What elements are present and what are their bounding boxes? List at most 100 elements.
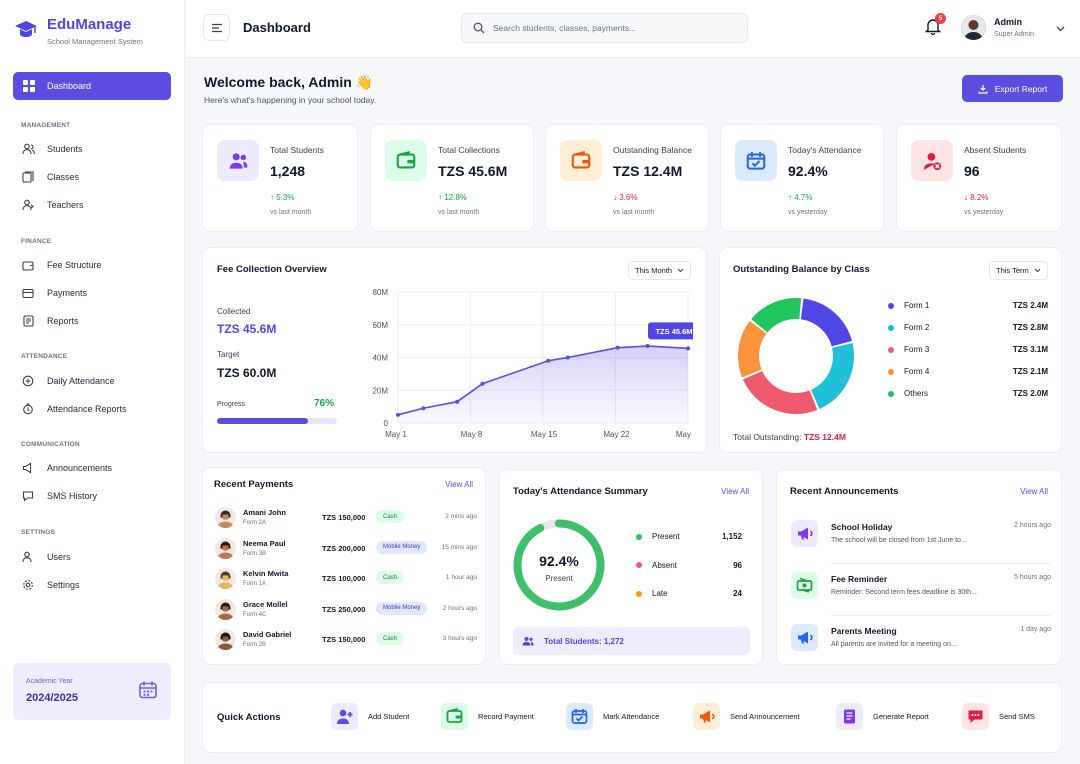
payment-row[interactable]: David Gabriel Form 2B TZS 150,000 Cash 3…: [215, 627, 477, 653]
payer-form: Form 3B: [243, 550, 267, 557]
announcement-item[interactable]: School Holiday The school will be closed…: [789, 518, 1051, 564]
announcements-view-all-link[interactable]: View All: [1020, 487, 1048, 496]
data-point[interactable]: [615, 345, 620, 350]
collected-label: Collected: [217, 307, 251, 316]
x-tick-label: May 29: [676, 430, 693, 439]
data-point[interactable]: [421, 406, 426, 411]
attendance-row: Late 24: [636, 589, 742, 598]
quick-action-add-student[interactable]: Add Student: [331, 703, 409, 730]
outstanding-title: Outstanding Balance by Class: [733, 264, 870, 275]
stat-card[interactable]: Total Collections TZS 45.6M ↑ 12.8% vs l…: [370, 124, 534, 232]
search-input[interactable]: [493, 23, 733, 33]
academic-year-card[interactable]: Academic Year 2024/2025: [13, 663, 171, 720]
sidebar-item-label: Users: [47, 552, 71, 562]
legend-value: TZS 3.1M: [1012, 345, 1048, 354]
payment-row[interactable]: Neema Paul Form 3B TZS 200,000 Mobile Mo…: [215, 536, 477, 562]
stat-card[interactable]: Today's Attendance 92.4% ↑ 4.7% vs yeste…: [720, 124, 884, 232]
announcement-time: 1 day ago: [1020, 626, 1051, 633]
chart-tooltip-text: TZS 45.6M: [655, 327, 692, 336]
stat-value: TZS 12.4M: [613, 163, 683, 179]
stat-label: Total Students: [270, 145, 324, 155]
announcement-time: 5 hours ago: [1014, 574, 1051, 581]
sidebar-item-daily-attendance[interactable]: Daily Attendance: [21, 373, 115, 389]
user-name[interactable]: Admin: [994, 17, 1022, 27]
announcement-text: The school will be closed from 1st June …: [831, 537, 967, 544]
avatar: [215, 629, 236, 650]
chevron-down-icon[interactable]: [1056, 23, 1065, 35]
target-value: TZS 60.0M: [217, 366, 277, 380]
menu-toggle-button[interactable]: [203, 14, 230, 41]
search-bar[interactable]: [461, 13, 748, 43]
megaphone-icon: [693, 703, 720, 730]
data-point[interactable]: [645, 344, 650, 349]
legend-swatch: [888, 302, 894, 309]
legend-swatch: [888, 368, 894, 375]
fee-range-dropdown[interactable]: This Month: [628, 261, 692, 280]
payment-row[interactable]: Grace Mollel Form 4C TZS 250,000 Mobile …: [215, 597, 477, 623]
attendance-view-all-link[interactable]: View All: [721, 487, 749, 496]
classes-icon: [21, 171, 35, 183]
payment-row[interactable]: Kelvin Mwita Form 1A TZS 100,000 Cash 1 …: [215, 566, 477, 592]
payment-time: 1 hour ago: [445, 574, 477, 581]
data-point[interactable]: [546, 358, 551, 363]
payments-view-all-link[interactable]: View All: [445, 480, 473, 489]
quick-action-generate-report[interactable]: Generate Report: [836, 703, 929, 730]
avatar: [215, 598, 236, 620]
quick-action-label: Generate Report: [873, 712, 929, 721]
sidebar-item-sms-history[interactable]: SMS History: [21, 488, 97, 504]
sidebar-item-users[interactable]: Users: [21, 549, 71, 565]
x-tick-label: May 8: [461, 430, 483, 439]
sidebar-item-teachers[interactable]: Teachers: [21, 197, 84, 213]
donut-slice[interactable]: [751, 298, 802, 333]
data-point[interactable]: [565, 355, 570, 360]
payment-time: 15 mins ago: [441, 543, 477, 551]
sidebar-item-fee-structure[interactable]: Fee Structure: [21, 257, 102, 273]
quick-action-mark-attendance[interactable]: Mark Attendance: [566, 703, 659, 730]
user-avatar[interactable]: [961, 15, 986, 40]
export-report-button[interactable]: Export Report: [962, 75, 1063, 102]
sidebar-item-dashboard[interactable]: Dashboard: [13, 72, 171, 100]
sidebar-section-management: MANAGEMENT: [21, 122, 71, 129]
legend-item: Form 2 TZS 2.8M: [888, 323, 1048, 332]
legend-value: TZS 2.1M: [1012, 367, 1048, 376]
arrow-down-icon: ↓: [964, 193, 968, 202]
stat-delta-value: 8.2%: [970, 193, 989, 202]
attendance-row: Absent 96: [636, 561, 742, 570]
sidebar-item-settings[interactable]: Settings: [21, 577, 80, 593]
term-range-dropdown[interactable]: This Term: [989, 261, 1048, 280]
data-point[interactable]: [396, 412, 400, 417]
download-icon: [978, 84, 988, 94]
sidebar-item-reports[interactable]: Reports: [21, 313, 79, 329]
payment-method-badge: Mobile Money: [376, 601, 428, 615]
collected-value: TZS 45.6M: [217, 322, 277, 336]
payment-method-badge: Mobile Money: [376, 540, 428, 554]
donut-slice[interactable]: [742, 370, 818, 414]
sidebar-item-students[interactable]: Students: [21, 141, 83, 157]
donut-slice[interactable]: [738, 321, 767, 378]
stat-card[interactable]: Outstanding Balance TZS 12.4M ↓ 3.6% vs …: [545, 124, 709, 232]
sidebar-item-payments[interactable]: Payments: [21, 285, 87, 301]
stat-card[interactable]: Total Students 1,248 ↑ 5.3% vs last mont…: [202, 124, 358, 232]
brand[interactable]: EduManage School Management System: [13, 16, 143, 46]
announcement-item[interactable]: Fee Reminder Reminder: Second term fees …: [789, 570, 1051, 616]
donut-slice[interactable]: [800, 298, 852, 347]
payment-row[interactable]: Amani John Form 2A TZS 150,000 Cash 2 mi…: [215, 505, 477, 531]
data-point[interactable]: [686, 346, 690, 351]
stat-delta-value: 5.3%: [276, 193, 295, 202]
data-point[interactable]: [480, 381, 485, 386]
data-point[interactable]: [455, 399, 460, 404]
sidebar-item-classes[interactable]: Classes: [21, 169, 79, 185]
stat-delta: ↑ 12.8%: [438, 193, 467, 202]
announcement-item[interactable]: Parents Meeting All parents are invited …: [789, 622, 1051, 662]
stat-value: TZS 45.6M: [438, 163, 508, 179]
stat-card[interactable]: Absent Students 96 ↓ 8.2% vs yesterday: [896, 124, 1062, 232]
stat-comparison: vs yesterday: [788, 209, 828, 216]
sidebar-item-announcements[interactable]: Announcements: [21, 460, 112, 476]
sidebar-item-attendance-reports[interactable]: Attendance Reports: [21, 401, 127, 417]
quick-action-send-sms[interactable]: Send SMS: [962, 703, 1035, 730]
sidebar-item-label: Attendance Reports: [47, 404, 127, 414]
quick-action-record-payment[interactable]: Record Payment: [441, 703, 534, 730]
donut-slice[interactable]: [810, 343, 854, 410]
payment-method-badge: Cash: [376, 510, 405, 523]
quick-action-send-announcement[interactable]: Send Announcement: [693, 703, 800, 730]
